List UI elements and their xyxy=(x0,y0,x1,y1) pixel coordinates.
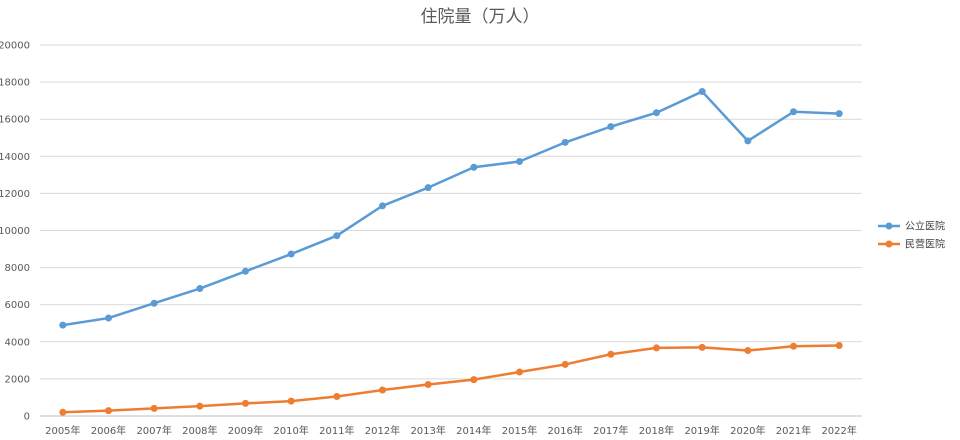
data-point xyxy=(516,157,523,165)
y-tick-label: 10000 xyxy=(0,226,30,237)
series-lines xyxy=(59,88,843,416)
data-point xyxy=(470,163,478,171)
data-point xyxy=(698,88,706,96)
data-point xyxy=(333,232,341,240)
x-tick-label: 2015年 xyxy=(502,424,537,437)
x-tick-label: 2022年 xyxy=(821,424,856,437)
legend-label: 民营医院 xyxy=(905,238,945,251)
x-tick-label: 2020年 xyxy=(730,424,765,437)
data-point xyxy=(287,250,295,258)
series-0 xyxy=(59,88,843,329)
data-point xyxy=(835,342,843,350)
data-point xyxy=(150,404,158,412)
data-point xyxy=(105,314,112,322)
x-tick-label: 2011年 xyxy=(319,424,354,437)
x-tick-label: 2013年 xyxy=(410,424,445,437)
y-tick-label: 2000 xyxy=(5,374,30,385)
chart-title: 住院量（万人） xyxy=(421,7,540,27)
x-tick-label: 2008年 xyxy=(182,424,217,437)
x-tick-label: 2012年 xyxy=(365,424,400,437)
y-tick-label: 20000 xyxy=(0,41,30,52)
data-point xyxy=(516,368,523,376)
data-point xyxy=(424,184,432,192)
x-tick-label: 2018年 xyxy=(639,424,674,437)
data-point xyxy=(242,399,249,407)
x-tick-label: 2009年 xyxy=(228,424,263,437)
legend-marker-icon xyxy=(885,222,893,230)
data-point xyxy=(561,360,569,368)
y-tick-label: 14000 xyxy=(0,152,30,163)
x-tick-label: 2010年 xyxy=(273,424,308,437)
y-tick-label: 16000 xyxy=(0,115,30,126)
data-point xyxy=(333,393,341,401)
data-point xyxy=(607,123,615,131)
data-point xyxy=(561,138,569,146)
x-tick-label: 2007年 xyxy=(136,424,171,437)
legend-label: 公立医院 xyxy=(905,220,945,233)
y-tick-label: 0 xyxy=(24,412,30,423)
data-point xyxy=(744,347,752,355)
data-point xyxy=(379,386,386,394)
series-line xyxy=(61,90,841,327)
series-line xyxy=(61,344,841,414)
data-point xyxy=(196,285,204,293)
x-tick-label: 2017年 xyxy=(593,424,628,437)
data-point xyxy=(287,397,295,405)
y-tick-label: 8000 xyxy=(5,263,30,274)
legend-marker-icon xyxy=(885,240,893,248)
series-1 xyxy=(59,342,843,416)
data-point xyxy=(379,202,386,210)
x-tick-label: 2014年 xyxy=(456,424,491,437)
y-tick-label: 6000 xyxy=(5,300,30,311)
y-axis: 0 2000 4000 6000 8000 10000 12000 14000 16000 180… xyxy=(0,41,30,423)
y-tick-label: 18000 xyxy=(0,78,30,89)
data-point xyxy=(59,321,67,329)
data-point xyxy=(196,402,204,410)
x-tick-label: 2006年 xyxy=(91,424,126,437)
gridlines xyxy=(40,44,862,417)
data-point xyxy=(424,380,432,388)
data-point xyxy=(744,137,752,145)
data-point xyxy=(59,408,67,416)
legend-item: 公立医院 xyxy=(878,220,945,233)
x-tick-label: 2005年 xyxy=(45,424,80,437)
data-point xyxy=(105,407,112,415)
legend-item: 民营医院 xyxy=(878,238,945,251)
data-point xyxy=(835,110,843,118)
data-point xyxy=(653,109,660,117)
x-tick-label: 2016年 xyxy=(547,424,582,437)
y-tick-label: 4000 xyxy=(5,337,30,348)
x-axis: 2005年 2006年 2007年 2008年 2009年 2010年 2011年 2012年… xyxy=(45,424,857,437)
x-tick-label: 2019年 xyxy=(684,424,719,437)
x-tick-label: 2021年 xyxy=(776,424,811,437)
y-tick-label: 12000 xyxy=(0,189,30,200)
data-point xyxy=(790,108,797,116)
data-point xyxy=(653,344,660,352)
data-point xyxy=(242,267,249,275)
data-point xyxy=(607,350,615,358)
data-point xyxy=(790,342,797,350)
data-point xyxy=(470,376,478,384)
data-point xyxy=(150,299,158,307)
data-point xyxy=(698,343,706,351)
